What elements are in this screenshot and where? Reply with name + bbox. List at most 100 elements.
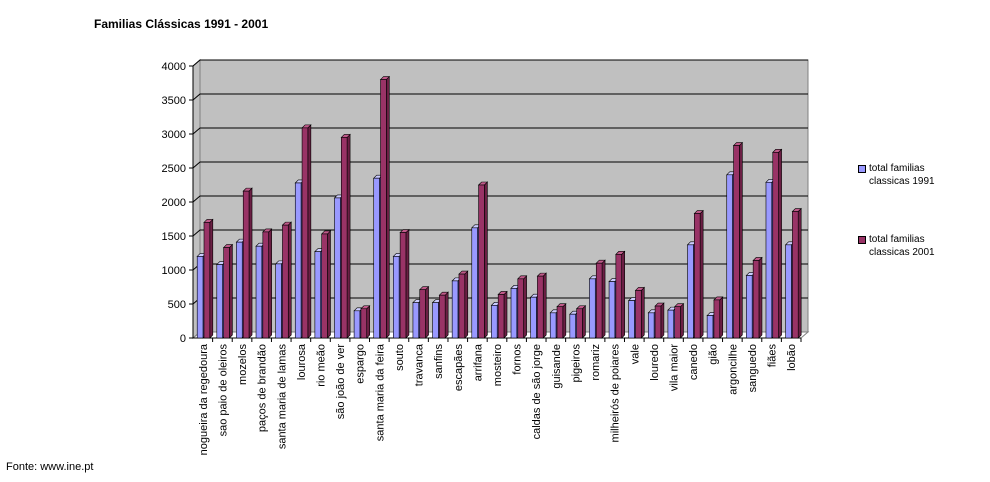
bar-1991 [294,182,302,339]
bar-2001 [458,273,466,339]
bar-1991 [491,305,498,339]
bar-2001-side [366,305,371,339]
bar-1991 [667,309,675,339]
bar-1991 [255,245,263,339]
bar-2001 [321,233,328,339]
bar-2001 [752,260,760,339]
bar-1991 [687,244,694,339]
bar-2001 [262,231,269,339]
bar-1991 [432,302,439,339]
bar-1991 [628,300,635,339]
x-tick-label: romariz [590,344,602,381]
bar-2001-side [719,296,724,339]
bar-2001 [242,190,250,339]
bar-2001-side [582,305,586,339]
gridline [192,161,808,169]
bar-1991 [471,227,478,339]
bar-2001-side [699,209,704,339]
y-tick-label: 2500 [162,163,186,175]
bar-2001-side [248,187,253,339]
x-tick-label: nogueira da regedoura [198,343,210,455]
bar-2001 [576,308,583,339]
bar-1991 [216,264,223,339]
bar-2001-side [346,133,351,339]
bar-2001 [223,247,230,339]
bar-2001 [713,299,721,339]
bar-1991 [785,244,792,339]
bar-2001-side [287,221,292,339]
x-tick-label: souto [394,344,406,371]
bar-2001-side [444,291,449,339]
bar-1991 [275,263,282,339]
bar-2001 [301,127,309,339]
legend-label-2001: total familias classicas 2001 [869,234,935,258]
x-tick-label: canedo [688,344,700,380]
bar-2001 [439,294,446,339]
bar-2001 [399,232,407,339]
x-tick-label: santa maria da feira [374,343,386,441]
y-tick-label: 3000 [162,129,186,141]
x-tick-label: paços de brandão [257,344,269,432]
x-tick-label: fornos [512,344,524,375]
bar-2001 [419,289,426,339]
bar-2001 [792,211,799,339]
y-tick-label: 3500 [162,95,186,107]
y-tick-label: 500 [168,299,186,311]
bar-2001-side [739,141,743,339]
bar-1991 [334,197,341,339]
gridline [192,59,808,67]
x-tick-label: milheirós de poiares [610,344,622,443]
bar-1991 [706,315,714,339]
x-tick-label: são joão de ver [335,344,347,420]
x-tick-label: argoncilhe [727,344,739,395]
x-tick-label: caldas de são jorge [531,344,543,439]
bar-1991 [569,313,576,339]
gridline [192,195,808,203]
x-tick-label: sanfins [433,344,445,379]
gridline [192,127,808,135]
bar-2001 [360,308,368,339]
bar-2001-side [229,243,233,339]
y-tick-label: 4000 [162,61,186,73]
bar-1991 [236,241,243,339]
gridline [192,229,808,237]
bar-2001-side [425,285,429,339]
x-tick-label: lobão [786,344,798,371]
source-note: Fonte: www.ine.pt [6,461,94,473]
bar-2001 [595,262,603,339]
legend-item-1991: total familias classicas 1991 [858,162,938,188]
chart-title: Familias Clássicas 1991 - 2001 [94,17,269,31]
bar-2001-side [640,286,645,339]
bar-2001 [282,224,289,339]
bar-2001-side [386,75,390,339]
x-tick-label: pigeiros [570,344,582,383]
bar-2001 [635,290,642,339]
bar-2001 [537,275,544,339]
bar-1991 [726,174,733,339]
bar-2001-side [797,207,802,339]
x-tick-label: escapães [453,344,465,392]
bar-2001-side [503,290,508,339]
y-tick-label: 1000 [162,265,186,277]
bar-2001 [380,79,387,339]
bar-1991 [510,288,518,339]
bar-2001-side [405,228,410,339]
bar-2001-side [562,302,567,339]
legend-item-2001: total familias classicas 2001 [858,233,938,259]
x-tick-label: espargo [355,344,367,384]
bar-2001-side [621,250,625,339]
y-tick-label: 2000 [162,197,186,209]
bar-2001-side [778,148,782,339]
bar-1991 [314,251,321,339]
x-tick-label: santa maria de lamas [276,344,288,450]
bar-2001-side [758,256,763,339]
x-tick-label: gião [708,344,720,365]
x-tick-label: louredo [649,344,661,381]
x-tick-label: lourosa [296,343,308,380]
bar-2001 [203,222,211,339]
bar-2001 [340,137,348,339]
x-tick-label: vale [629,344,641,364]
x-tick-label: fiães [767,344,779,368]
bar-2001 [615,254,622,339]
